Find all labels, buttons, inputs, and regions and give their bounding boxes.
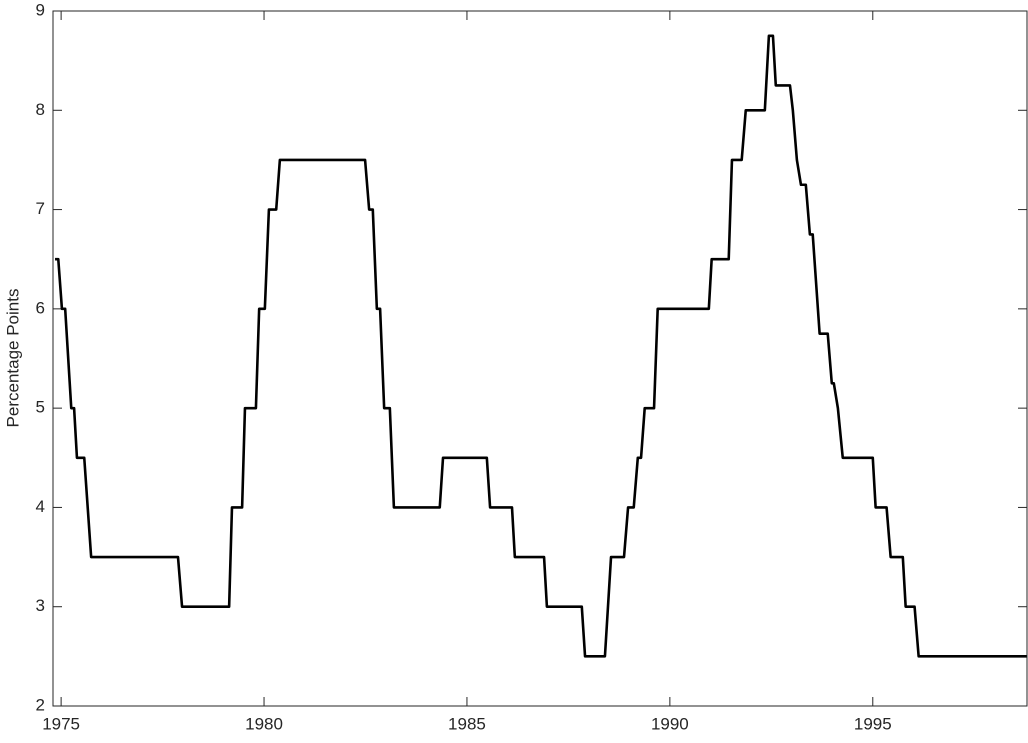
y-tick-label: 4 <box>36 497 45 516</box>
x-tick-label: 1975 <box>42 714 80 733</box>
x-tick-label: 1995 <box>854 714 892 733</box>
plot-frame <box>52 10 1028 707</box>
y-axis-label: Percentage Points <box>3 289 22 428</box>
x-tick-label: 1980 <box>245 714 283 733</box>
y-tick-label: 7 <box>36 199 45 218</box>
y-tick-label: 8 <box>36 100 45 119</box>
data-line <box>55 34 1027 658</box>
y-tick-label: 3 <box>36 596 45 615</box>
y-tick-label: 9 <box>36 0 45 19</box>
y-tick-label: 6 <box>36 298 45 317</box>
y-tick-label: 5 <box>36 398 45 417</box>
x-tick-label: 1990 <box>651 714 689 733</box>
y-tick-label: 2 <box>36 695 45 714</box>
x-tick-label: 1985 <box>448 714 486 733</box>
